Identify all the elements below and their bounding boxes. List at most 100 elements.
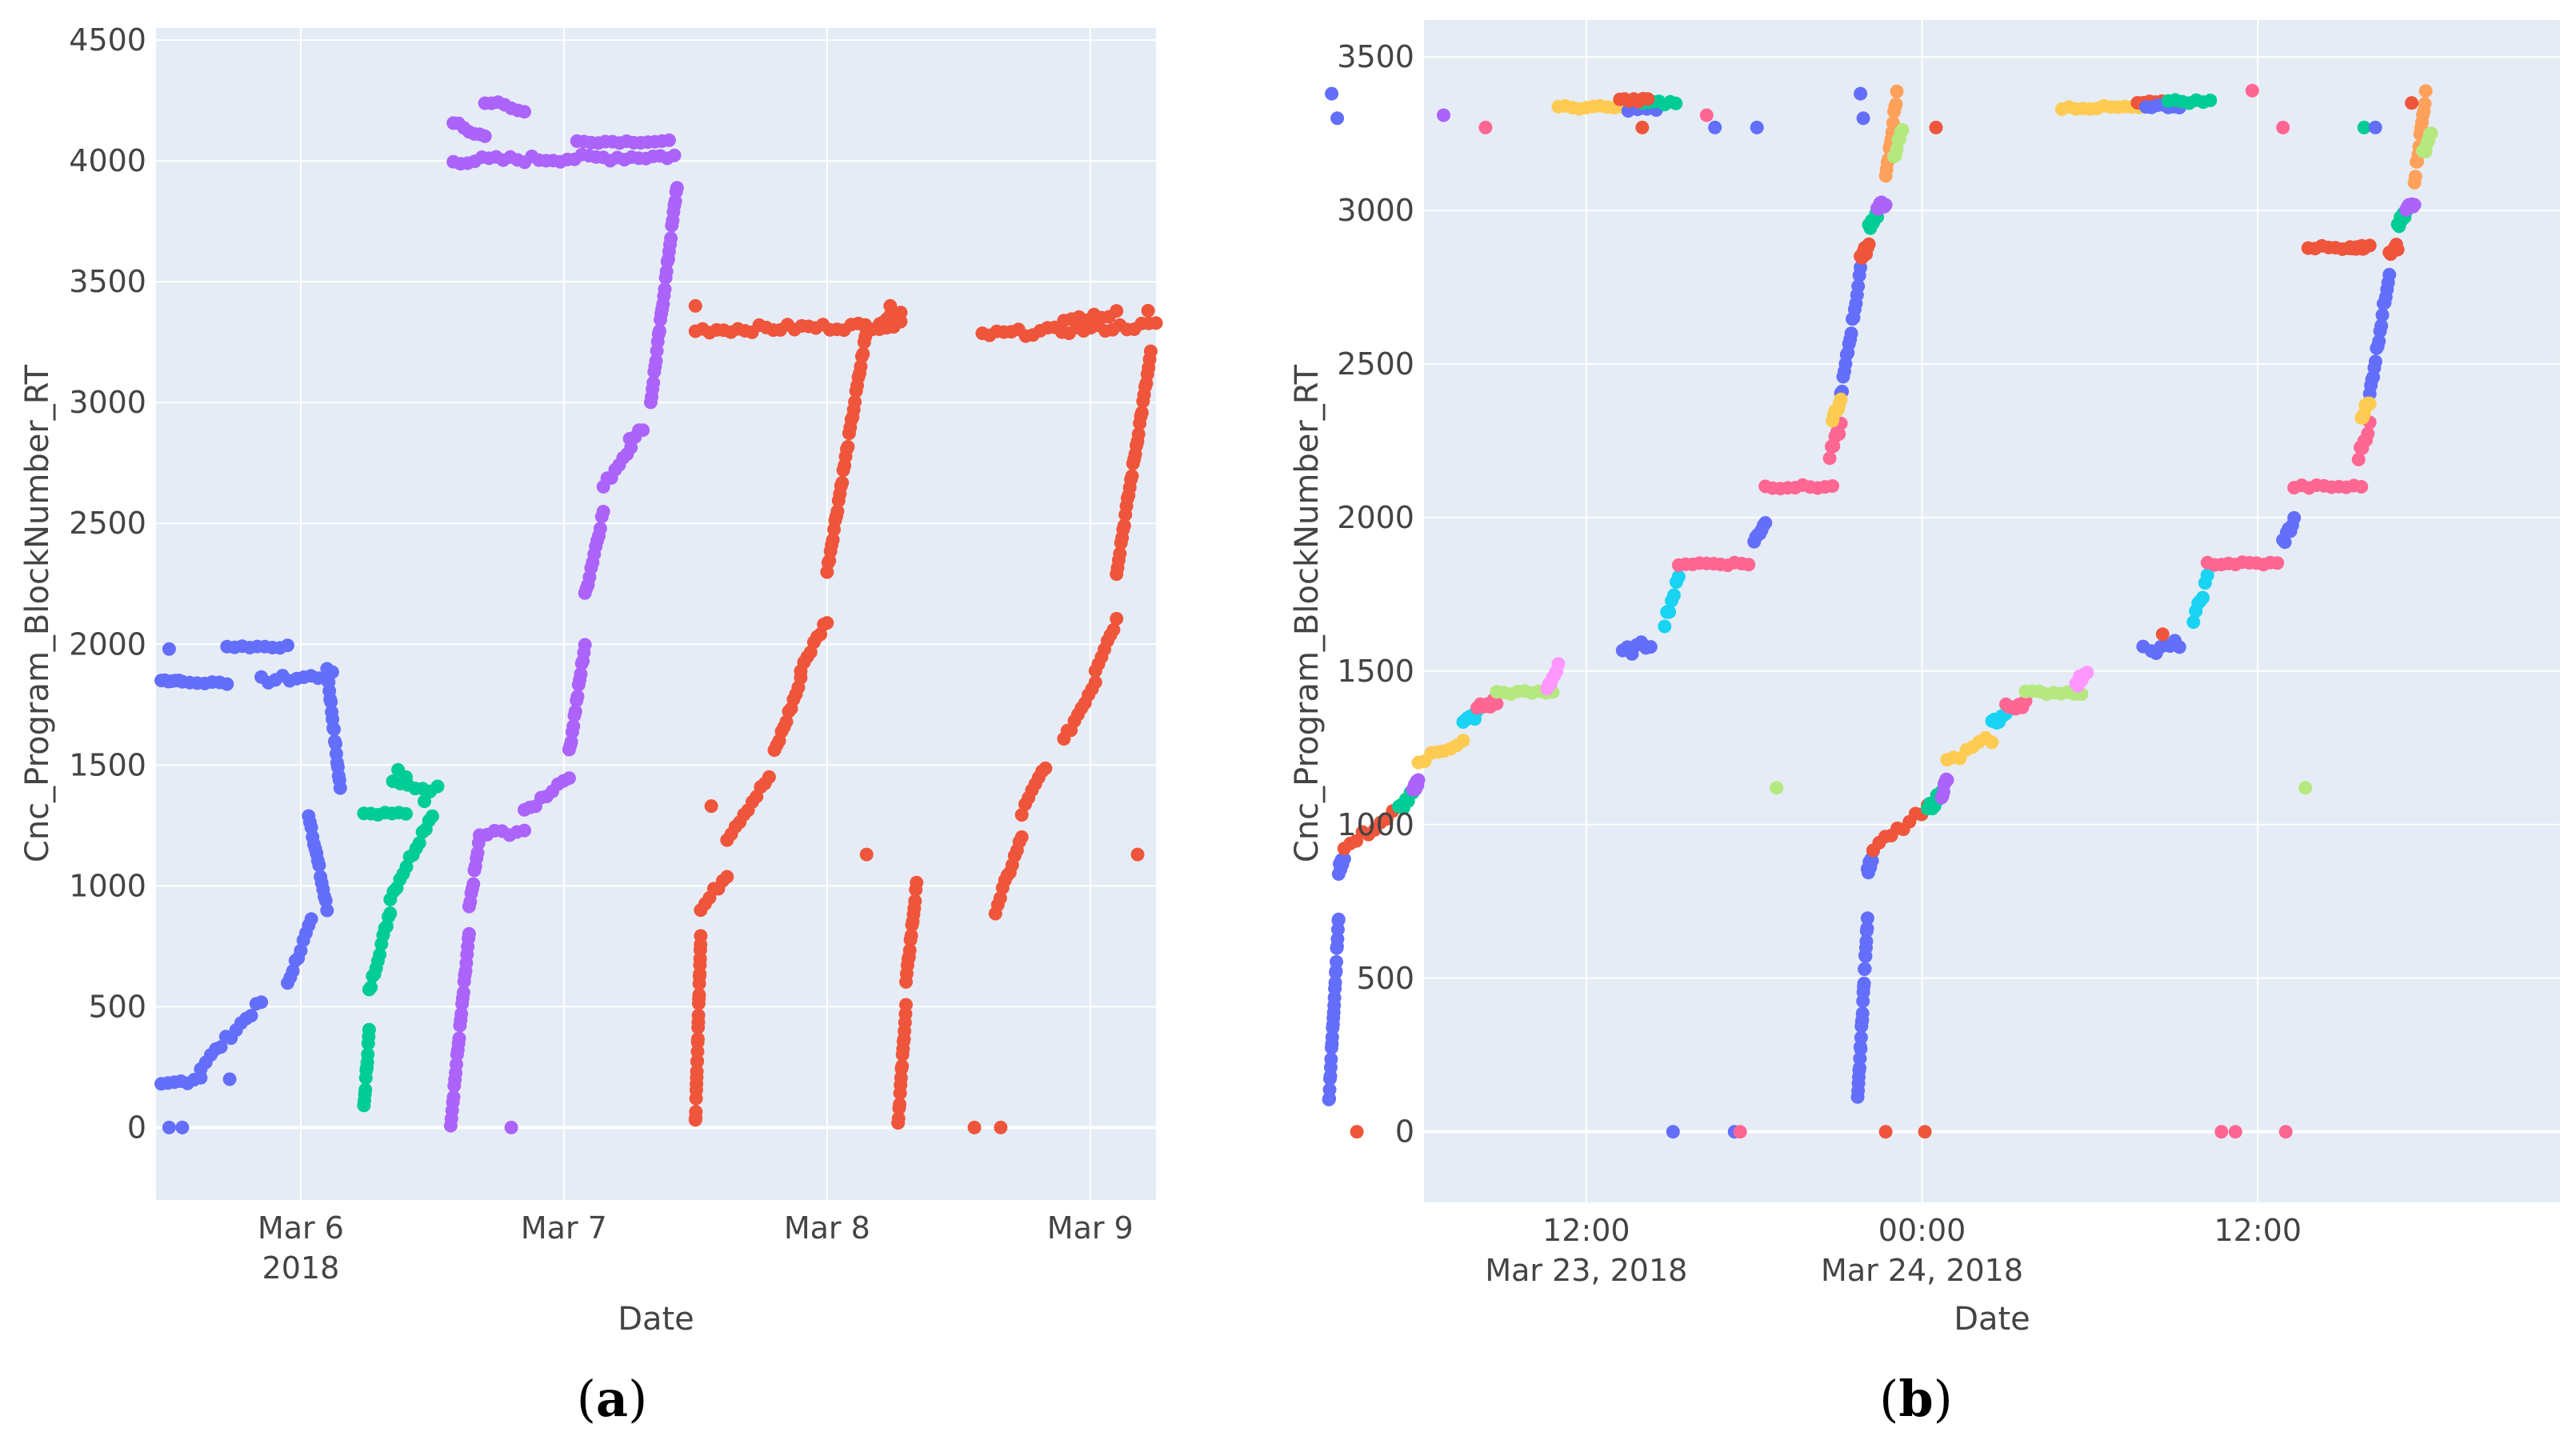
x-tick-labels-a: Mar 6 2018 Mar 7 Mar 8 Mar 9 <box>258 1210 1134 1286</box>
y-tick-label: 0 <box>1395 1114 1414 1150</box>
data-point <box>689 1105 703 1119</box>
data-point <box>1889 97 1903 111</box>
data-point <box>2408 170 2422 184</box>
y-tick-label: 2000 <box>1337 500 1414 535</box>
data-point <box>1750 120 1764 134</box>
data-point <box>691 1008 706 1022</box>
y-tick-label: 0 <box>127 1110 146 1145</box>
data-point <box>1662 605 1677 619</box>
data-point <box>1641 92 1655 106</box>
data-point <box>454 1006 469 1021</box>
data-point <box>820 616 834 630</box>
x-tick-label: Mar 6 <box>258 1210 344 1246</box>
data-point <box>1886 116 1900 130</box>
data-point <box>1117 518 1131 533</box>
data-point <box>304 912 318 926</box>
data-point <box>2351 452 2366 466</box>
x-tick-label: Mar 8 <box>784 1210 870 1246</box>
data-point <box>664 231 678 246</box>
data-point <box>2390 242 2405 257</box>
data-point <box>646 375 661 390</box>
x-tick-label: Mar 7 <box>521 1210 607 1246</box>
scatter-points-b <box>1322 83 2438 1139</box>
data-point <box>1860 911 1874 926</box>
data-point <box>1113 546 1127 561</box>
data-point <box>762 770 776 784</box>
data-point <box>362 1022 376 1037</box>
data-point <box>568 704 582 718</box>
data-point <box>1658 619 1672 634</box>
data-point <box>1330 954 1343 969</box>
data-point <box>329 737 342 751</box>
panel-label-b-close: ) <box>1934 1370 1953 1428</box>
panel-label-a-close: ) <box>628 1370 647 1428</box>
data-point <box>456 986 470 1000</box>
data-point <box>1770 781 1784 795</box>
data-point <box>2354 480 2369 494</box>
panel-label-b-letter: b <box>1898 1370 1933 1428</box>
data-point <box>2375 308 2390 322</box>
data-point <box>2361 426 2375 441</box>
y-tick-label: 3500 <box>69 264 146 299</box>
data-point <box>1878 1125 1893 1139</box>
data-point <box>1411 773 1426 787</box>
data-point <box>504 1120 518 1134</box>
data-point <box>1671 570 1686 584</box>
data-point <box>1878 198 1893 212</box>
data-point <box>1708 120 1722 134</box>
data-point <box>596 505 610 518</box>
data-point <box>652 324 666 338</box>
data-point <box>1478 120 1493 134</box>
data-point <box>1490 697 1504 711</box>
data-point <box>1699 108 1714 122</box>
data-point <box>214 1040 228 1054</box>
data-point <box>1014 830 1029 844</box>
data-point <box>2405 96 2419 110</box>
data-point <box>281 638 294 653</box>
data-point <box>1895 122 1910 137</box>
data-point <box>2245 83 2259 98</box>
data-point <box>1666 1125 1680 1139</box>
data-point <box>1350 1125 1364 1139</box>
data-point <box>2200 568 2214 582</box>
data-point <box>690 1064 704 1078</box>
data-point <box>462 926 476 941</box>
data-point <box>854 359 868 374</box>
data-point <box>570 690 585 703</box>
data-point <box>2368 120 2382 134</box>
data-point <box>412 836 426 850</box>
data-point <box>841 440 855 454</box>
data-point <box>2214 1125 2229 1139</box>
data-point <box>826 533 840 547</box>
data-point <box>1322 1082 1337 1097</box>
y-tick-label: 3000 <box>1337 193 1414 228</box>
data-point <box>1853 1061 1866 1075</box>
data-point <box>1758 516 1773 530</box>
data-point <box>2186 615 2201 630</box>
data-point <box>2172 640 2186 654</box>
data-point <box>2287 510 2302 525</box>
data-point <box>899 998 913 1012</box>
data-point <box>470 846 485 860</box>
scatter-points-a <box>154 95 1163 1134</box>
data-point <box>1337 852 1351 866</box>
data-point <box>286 964 300 978</box>
data-point <box>518 823 531 838</box>
data-point <box>891 1111 906 1126</box>
y-tick-label: 4000 <box>69 143 146 178</box>
data-point <box>327 722 341 737</box>
data-point <box>1854 1042 1868 1056</box>
data-point <box>967 1120 982 1134</box>
data-point <box>1834 392 1848 406</box>
data-point <box>894 306 908 320</box>
y-tick-label: 3500 <box>1337 39 1414 74</box>
panel-label-b: (b) <box>1879 1370 1953 1428</box>
data-point <box>667 148 682 162</box>
panel-label-b-open: ( <box>1879 1370 1898 1428</box>
data-point <box>1742 558 1756 572</box>
data-point <box>1854 86 1868 101</box>
x-tick-label: Mar 9 <box>1047 1210 1134 1246</box>
data-point <box>1855 1006 1870 1021</box>
data-point <box>688 298 702 313</box>
data-point <box>856 346 870 361</box>
